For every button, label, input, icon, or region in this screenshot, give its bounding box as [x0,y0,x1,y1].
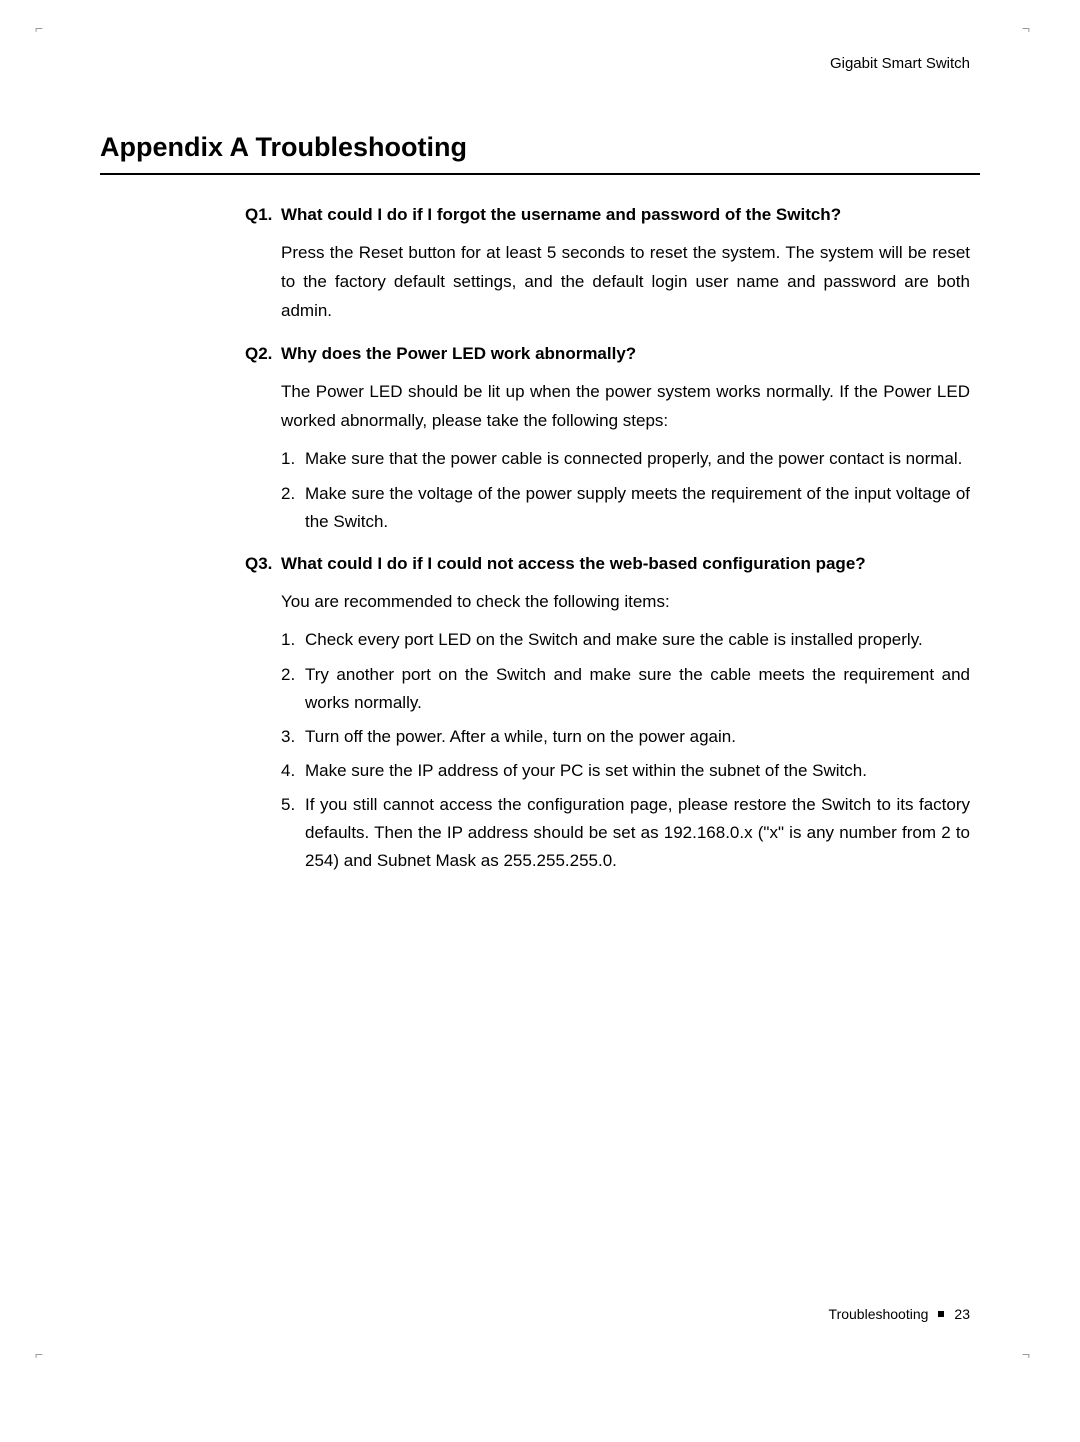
question-row: Q3. What could I do if I could not acces… [245,554,970,574]
question-block-3: Q3. What could I do if I could not acces… [245,554,970,875]
list-item: 4. Make sure the IP address of your PC i… [281,757,970,785]
answer-text: Press the Reset button for at least 5 se… [281,239,970,326]
header-product-name: Gigabit Smart Switch [100,55,980,72]
footer: Troubleshooting 23 [829,1306,970,1322]
item-text: Make sure the IP address of your PC is s… [305,757,970,785]
question-label: Q2. [245,344,281,364]
item-number: 4. [281,757,305,785]
item-text: If you still cannot access the configura… [305,791,970,875]
crop-mark-bl: ⌐ [35,1346,43,1362]
item-number: 1. [281,626,305,654]
list-item: 2. Try another port on the Switch and ma… [281,661,970,717]
question-block-2: Q2. Why does the Power LED work abnormal… [245,344,970,536]
item-number: 2. [281,480,305,536]
item-text: Check every port LED on the Switch and m… [305,626,970,654]
answer-text: The Power LED should be lit up when the … [281,378,970,436]
crop-mark-tr: ¬ [1022,20,1030,36]
footer-section: Troubleshooting [829,1306,929,1322]
item-number: 5. [281,791,305,875]
item-text: Turn off the power. After a while, turn … [305,723,970,751]
content-area: Q1. What could I do if I forgot the user… [100,205,980,875]
question-title: Why does the Power LED work abnormally? [281,344,970,364]
list-item: 5. If you still cannot access the config… [281,791,970,875]
question-row: Q2. Why does the Power LED work abnormal… [245,344,970,364]
item-text: Try another port on the Switch and make … [305,661,970,717]
item-text: Make sure that the power cable is connec… [305,445,970,473]
list-item: 2. Make sure the voltage of the power su… [281,480,970,536]
crop-mark-br: ¬ [1022,1346,1030,1362]
question-title: What could I do if I could not access th… [281,554,970,574]
appendix-title: Appendix A Troubleshooting [100,132,980,175]
question-label: Q1. [245,205,281,225]
answer-text: You are recommended to check the followi… [281,588,970,617]
question-row: Q1. What could I do if I forgot the user… [245,205,970,225]
list-item: 1. Check every port LED on the Switch an… [281,626,970,654]
page-container: Gigabit Smart Switch Appendix A Troubles… [0,0,1080,875]
item-text: Make sure the voltage of the power suppl… [305,480,970,536]
list-item: 1. Make sure that the power cable is con… [281,445,970,473]
question-block-1: Q1. What could I do if I forgot the user… [245,205,970,326]
question-title: What could I do if I forgot the username… [281,205,970,225]
footer-bullet-icon [938,1311,944,1317]
footer-page-number: 23 [954,1306,970,1322]
crop-mark-tl: ⌐ [35,20,43,36]
item-number: 1. [281,445,305,473]
list-item: 3. Turn off the power. After a while, tu… [281,723,970,751]
item-number: 2. [281,661,305,717]
item-number: 3. [281,723,305,751]
question-label: Q3. [245,554,281,574]
